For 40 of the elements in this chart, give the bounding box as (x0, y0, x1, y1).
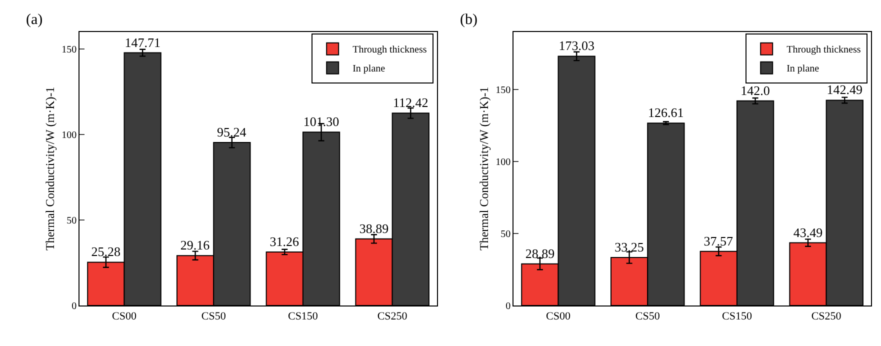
data-label: 31.26 (270, 234, 300, 249)
data-label: 173.03 (558, 38, 594, 54)
data-label: 142.49 (826, 82, 863, 98)
data-label: 101.30 (303, 114, 340, 130)
y-tick-label: 100 (62, 130, 77, 141)
x-tick-label: CS150 (722, 310, 752, 323)
data-label: 38.89 (359, 220, 389, 236)
y-axis-title: Thermal Conductivity/W (m·K)-1 (42, 86, 57, 250)
y-tick-label: 150 (496, 84, 511, 96)
legend-label: Through thickness (352, 44, 427, 56)
data-label: 43.49 (793, 224, 823, 240)
x-tick-label: CS00 (112, 310, 137, 323)
chart-title: (a) (26, 12, 43, 28)
data-label: 95.24 (217, 124, 247, 140)
x-tick-label: CS250 (377, 310, 408, 323)
legend-label: In plane (352, 64, 386, 75)
y-tick-label: 0 (72, 300, 77, 312)
data-label: 112.42 (392, 95, 428, 110)
y-tick-label: 50 (66, 215, 77, 226)
y-axis-title: Thermal Conductivity/W (m·K)-1 (476, 86, 491, 250)
data-label: 28.89 (525, 246, 555, 261)
x-tick-label: CS00 (546, 310, 571, 323)
chart-title: (b) (460, 12, 478, 28)
x-tick-label: CS150 (288, 310, 318, 323)
data-label: 142.0 (740, 82, 770, 98)
legend-label: Through thickness (786, 44, 861, 56)
y-tick-label: 0 (506, 300, 511, 312)
data-label: 37.57 (704, 233, 734, 248)
y-tick-label: 150 (62, 44, 77, 56)
x-tick-label: CS50 (635, 310, 660, 323)
y-tick-label: 50 (500, 228, 511, 240)
x-tick-label: CS250 (811, 310, 842, 323)
y-tick-label: 100 (496, 156, 511, 168)
data-label: 147.71 (124, 34, 160, 50)
x-tick-label: CS50 (201, 310, 226, 323)
data-label: 126.61 (648, 105, 684, 120)
legend-label: In plane (786, 64, 820, 75)
data-label: 25.28 (91, 244, 121, 260)
data-label: 29.16 (180, 238, 210, 253)
data-label: 33.25 (614, 240, 644, 255)
